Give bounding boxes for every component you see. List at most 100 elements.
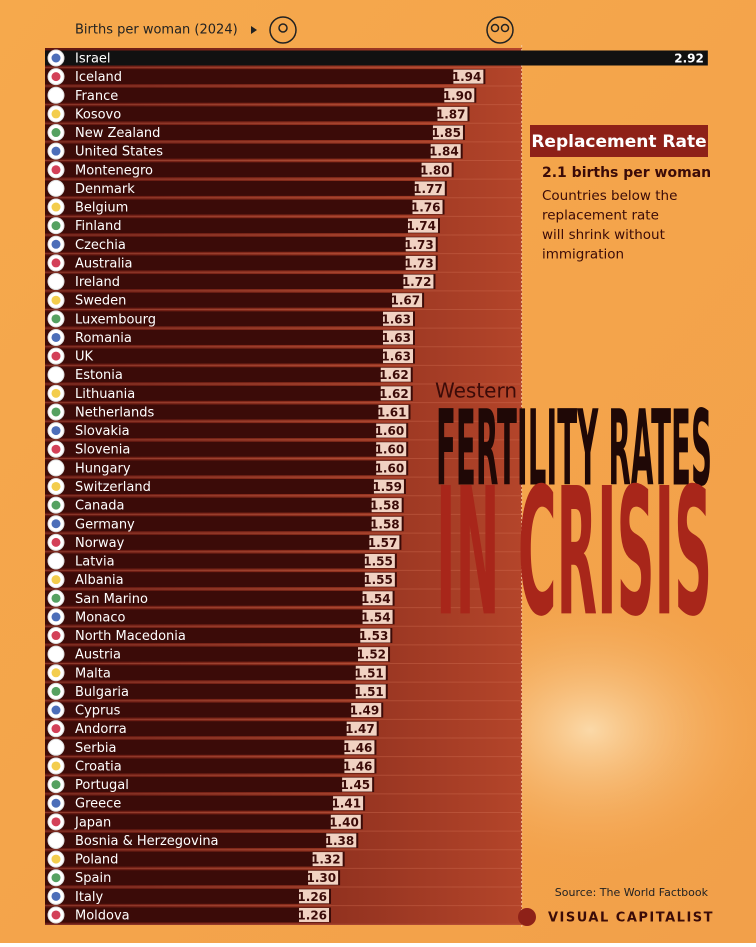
category-label: Luxembourg	[75, 312, 156, 327]
logo	[518, 908, 536, 926]
value-label-bg	[432, 125, 463, 140]
bar	[45, 777, 375, 793]
value-label-bg	[355, 665, 386, 680]
flag-detail	[51, 761, 61, 771]
value-label: 1.62	[379, 368, 409, 382]
value-label: 1.45	[341, 778, 371, 792]
reference-label: 2.1 births per woman	[542, 165, 711, 181]
icon-two-children	[486, 16, 514, 44]
category-label: Poland	[75, 853, 118, 868]
bar	[45, 553, 397, 569]
value-label-bg	[383, 330, 414, 345]
flag-detail	[51, 314, 61, 324]
value-label-bg	[346, 721, 377, 736]
value-label: 1.57	[368, 536, 398, 550]
category-label: Australia	[75, 256, 133, 271]
value-label-bg	[362, 609, 393, 624]
value-label: 1.62	[379, 387, 409, 401]
flag-detail	[51, 891, 61, 901]
flag-detail	[51, 426, 61, 436]
value-label: 1.84	[429, 145, 459, 159]
value-label-bg	[299, 889, 330, 904]
bar	[45, 218, 440, 234]
value-label: 1.85	[431, 126, 461, 140]
bar	[45, 329, 416, 345]
flag-detail	[51, 239, 61, 249]
bar	[45, 162, 454, 178]
value-label: 1.61	[377, 405, 407, 419]
flag-detail	[51, 90, 61, 100]
flag-detail	[51, 277, 61, 287]
bar	[45, 441, 409, 457]
flag-detail	[51, 183, 61, 193]
flag-detail	[51, 407, 61, 417]
annotation-line: replacement rate	[542, 208, 659, 224]
value-label: 1.74	[406, 219, 436, 233]
flag-detail	[51, 873, 61, 883]
category-label: Italy	[75, 890, 104, 905]
value-label: 1.54	[361, 610, 391, 624]
value-label: 1.26	[297, 890, 327, 904]
category-label: France	[75, 89, 118, 104]
bar	[45, 199, 445, 215]
value-label-bg	[421, 162, 452, 177]
bar	[45, 628, 393, 644]
value-label-bg	[362, 591, 393, 606]
bar	[45, 106, 470, 122]
value-label-bg	[373, 479, 404, 494]
flag-detail	[51, 165, 61, 175]
bar	[45, 758, 377, 774]
flag-detail	[51, 705, 61, 715]
annotation-title: Replacement Rate	[531, 132, 706, 152]
value-label: 2.92	[674, 52, 704, 66]
bar	[45, 609, 395, 625]
value-label-bg	[380, 386, 411, 401]
category-label: Montenegro	[75, 163, 153, 178]
flag-detail	[51, 221, 61, 231]
value-label: 1.46	[343, 759, 373, 773]
bar	[45, 69, 486, 85]
category-label: Czechia	[75, 238, 126, 253]
category-label: Romania	[75, 331, 132, 346]
flag-detail	[51, 370, 61, 380]
value-label-bg	[371, 498, 402, 513]
bar	[45, 497, 404, 513]
flag-detail	[51, 835, 61, 845]
value-label: 1.63	[381, 350, 411, 364]
value-label: 1.63	[381, 312, 411, 326]
flag-detail	[51, 519, 61, 529]
category-label: Lithuania	[75, 387, 135, 402]
value-label-bg	[358, 647, 389, 662]
value-label-bg	[407, 218, 438, 233]
flag-detail	[51, 780, 61, 790]
bar	[45, 255, 438, 271]
axis-label: Births per woman (2024)	[75, 23, 238, 38]
category-label: Slovenia	[75, 443, 130, 458]
value-label: 1.53	[359, 629, 389, 643]
bar	[45, 702, 384, 718]
value-label-bg	[437, 106, 468, 121]
value-label-bg	[405, 237, 436, 252]
category-label: Greece	[75, 797, 121, 812]
flag-detail	[51, 332, 61, 342]
category-label: Iceland	[75, 70, 122, 85]
value-label-bg	[403, 274, 434, 289]
value-label: 1.90	[443, 89, 473, 103]
value-label: 1.51	[354, 685, 384, 699]
flag-detail	[51, 109, 61, 119]
category-label: Norway	[75, 536, 125, 551]
value-label: 1.52	[356, 648, 386, 662]
bar	[45, 683, 388, 699]
category-label: Latvia	[75, 555, 115, 570]
category-label: Finland	[75, 219, 121, 234]
value-label: 1.67	[390, 294, 420, 308]
flag-detail	[51, 128, 61, 138]
title-line2: IN CRISIS	[436, 450, 712, 655]
value-label: 1.60	[375, 443, 405, 457]
bar	[45, 404, 411, 420]
value-label: 1.47	[345, 722, 375, 736]
value-label: 1.32	[311, 853, 341, 867]
category-label: Canada	[75, 499, 124, 514]
bar	[45, 572, 397, 588]
